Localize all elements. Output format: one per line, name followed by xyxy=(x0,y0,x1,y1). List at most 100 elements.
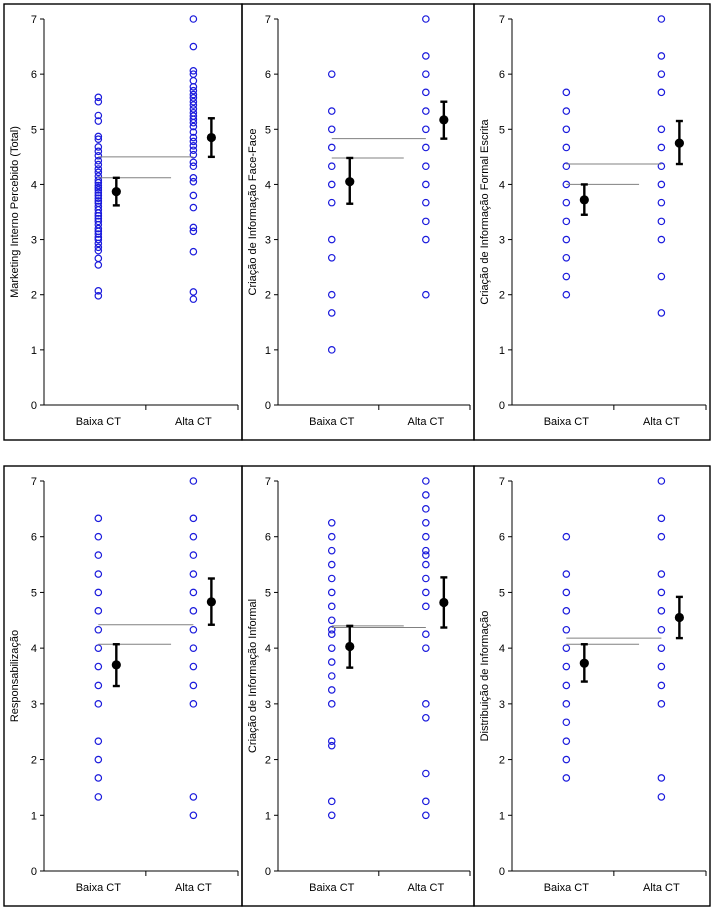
data-point xyxy=(562,737,571,745)
data-point xyxy=(189,191,198,200)
y-tick-label: 7 xyxy=(265,14,271,26)
data-point xyxy=(94,132,103,141)
data-point xyxy=(422,532,430,541)
y-tick-label: 0 xyxy=(499,400,505,412)
data-point xyxy=(657,143,666,152)
mean-point xyxy=(439,115,449,125)
data-point xyxy=(422,107,430,115)
data-point xyxy=(189,94,198,102)
mean-errorbar xyxy=(111,176,121,207)
y-tick-label: 4 xyxy=(31,643,37,655)
data-point xyxy=(94,168,103,177)
data-point xyxy=(657,662,666,671)
data-point xyxy=(327,70,336,78)
y-tick-label: 2 xyxy=(265,755,271,767)
data-point xyxy=(189,551,198,559)
series-baixa-ct xyxy=(327,70,336,354)
data-point xyxy=(422,491,430,499)
y-axis-label: Distribuição de Informação xyxy=(479,611,491,742)
data-point xyxy=(327,253,336,262)
data-point xyxy=(189,514,198,523)
mean-point xyxy=(111,186,121,197)
data-point xyxy=(327,588,336,597)
data-point xyxy=(327,644,336,652)
data-point xyxy=(94,774,103,782)
series-baixa-ct xyxy=(327,518,336,820)
mean-errorbar xyxy=(439,576,449,629)
mean-point xyxy=(111,660,121,670)
series-alta-ct xyxy=(189,477,198,820)
data-point xyxy=(657,644,666,652)
chart-panel-1: 0 1 2 3 4 5 6 7 Baixa CT Alta CT Marketing Interno… xyxy=(3,3,243,441)
data-point xyxy=(327,125,336,134)
panel-frame xyxy=(241,3,475,441)
data-point xyxy=(94,111,103,120)
data-point xyxy=(422,811,430,820)
data-point xyxy=(94,570,103,578)
data-point xyxy=(327,602,336,611)
data-point xyxy=(189,247,198,256)
data-point xyxy=(327,737,336,745)
data-point xyxy=(562,253,571,262)
data-point xyxy=(189,158,198,167)
data-point xyxy=(327,625,336,634)
data-point xyxy=(422,644,430,652)
data-point xyxy=(94,135,103,144)
mean-errorbar xyxy=(206,117,216,159)
data-point xyxy=(562,644,571,652)
mean-errorbar xyxy=(579,183,589,216)
y-tick-label: 7 xyxy=(31,14,37,26)
y-tick-label: 3 xyxy=(31,699,37,711)
data-point xyxy=(94,551,103,559)
series-alta-ct xyxy=(657,15,666,317)
y-tick-label: 3 xyxy=(265,235,271,247)
y-tick-label: 1 xyxy=(265,345,271,357)
data-point xyxy=(94,194,103,203)
data-point xyxy=(189,793,198,801)
data-point xyxy=(189,588,198,597)
panel-frame xyxy=(473,3,711,441)
mean-point xyxy=(674,138,684,148)
data-point xyxy=(189,570,198,578)
data-point xyxy=(562,607,571,615)
data-point xyxy=(422,769,430,778)
data-point xyxy=(94,165,103,173)
data-point xyxy=(189,532,198,541)
x-category-label: Baixa CT xyxy=(309,416,355,428)
data-point xyxy=(94,243,103,252)
x-category-label: Baixa CT xyxy=(544,416,590,428)
y-tick-label: 7 xyxy=(265,476,271,488)
data-point xyxy=(94,292,103,300)
data-point xyxy=(657,700,666,708)
x-category-label: Baixa CT xyxy=(76,416,122,428)
data-point xyxy=(94,514,103,523)
y-tick-label: 0 xyxy=(31,400,37,412)
series-baixa-ct xyxy=(94,514,103,801)
data-point xyxy=(422,143,430,152)
mean-errorbar xyxy=(345,624,355,669)
data-point xyxy=(189,174,198,182)
data-point xyxy=(327,346,336,354)
data-point xyxy=(94,214,103,223)
y-tick-label: 1 xyxy=(31,810,37,822)
data-point xyxy=(422,125,430,134)
data-point xyxy=(327,686,336,694)
data-point xyxy=(189,146,198,155)
data-point xyxy=(562,125,571,134)
data-point xyxy=(422,602,430,611)
data-point xyxy=(422,180,430,189)
data-point xyxy=(189,295,198,303)
data-point xyxy=(189,607,198,615)
data-point xyxy=(94,217,103,226)
data-point xyxy=(94,97,103,106)
series-baixa-ct xyxy=(562,532,571,782)
data-point xyxy=(94,181,103,190)
data-point xyxy=(189,133,198,142)
x-category-label: Alta CT xyxy=(643,882,680,894)
data-point xyxy=(562,107,571,115)
data-point xyxy=(657,625,666,634)
data-point xyxy=(657,774,666,782)
panel-frame xyxy=(241,465,475,907)
y-tick-label: 1 xyxy=(499,810,505,822)
data-point xyxy=(94,793,103,801)
